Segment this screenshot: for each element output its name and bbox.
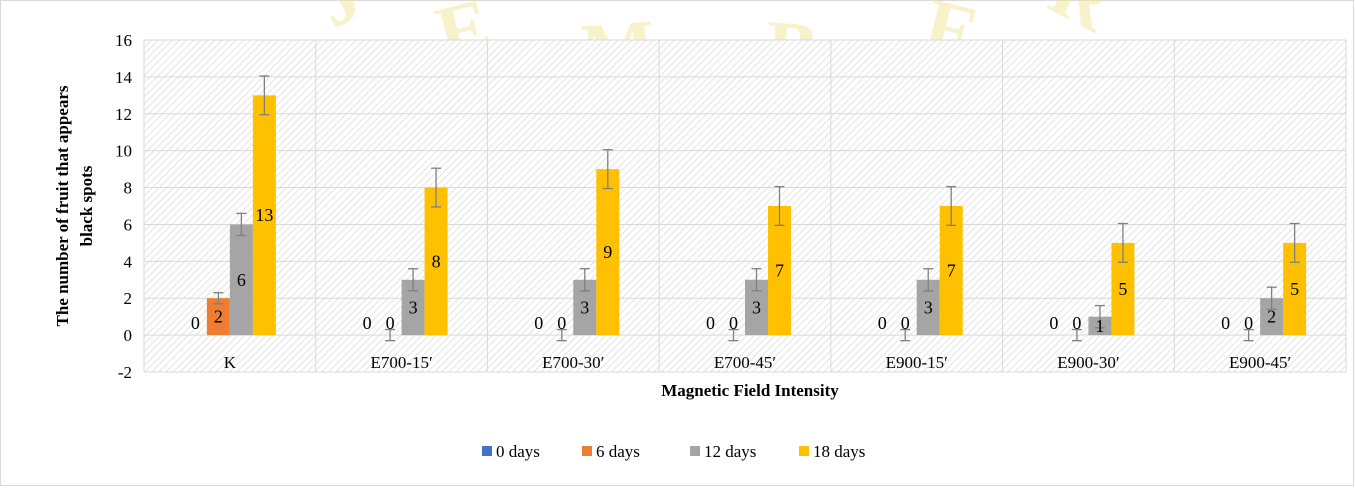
bar xyxy=(424,187,448,336)
data-label: 0 xyxy=(729,313,738,333)
legend-label: 6 days xyxy=(596,442,640,461)
data-label: 0 xyxy=(901,313,910,333)
data-label: 1 xyxy=(1095,316,1104,336)
y-axis-title-line: black spots xyxy=(77,165,96,246)
data-label: 0 xyxy=(1049,313,1058,333)
data-label: 0 xyxy=(191,313,200,333)
y-tick-label: 16 xyxy=(115,31,132,50)
x-tick-label: E900-30′ xyxy=(1057,353,1119,372)
data-label: 3 xyxy=(580,297,589,317)
bar xyxy=(1260,298,1284,336)
bar xyxy=(252,95,276,336)
y-axis-tick-labels: -2 0 2 4 6 8 10 12 14 16 xyxy=(115,31,133,382)
data-label: 2 xyxy=(1267,307,1276,327)
x-axis-category-labels: K E700-15′ E700-30′ E700-45′ E900-15′ E900-30… xyxy=(224,353,1292,372)
y-tick-label: 0 xyxy=(124,326,133,345)
data-label: 0 xyxy=(878,313,887,333)
data-label: 3 xyxy=(924,297,933,317)
error-bars xyxy=(213,75,1300,342)
legend-label: 12 days xyxy=(704,442,756,461)
data-label: 13 xyxy=(255,205,273,225)
bar xyxy=(596,169,620,336)
x-tick-label: K xyxy=(224,353,237,372)
data-label: 3 xyxy=(752,297,761,317)
data-label: 5 xyxy=(1290,279,1299,299)
y-tick-label: -2 xyxy=(118,363,132,382)
bar xyxy=(573,279,597,336)
bar xyxy=(401,279,425,336)
data-label: 0 xyxy=(1221,313,1230,333)
data-label: 2 xyxy=(214,307,223,327)
y-tick-label: 14 xyxy=(115,68,133,87)
y-axis-title-line: The number of fruit that appears xyxy=(53,85,72,326)
y-axis-title: The number of fruit that appears black sp… xyxy=(53,85,96,326)
x-tick-label: E700-30′ xyxy=(542,353,604,372)
legend-label: 0 days xyxy=(496,442,540,461)
y-tick-label: 6 xyxy=(124,215,133,234)
data-label: 0 xyxy=(557,313,566,333)
data-label: 0 xyxy=(1244,313,1253,333)
legend-swatch xyxy=(582,446,592,456)
legend-swatch xyxy=(482,446,492,456)
x-tick-label: E900-45′ xyxy=(1229,353,1291,372)
bar xyxy=(229,224,253,336)
y-tick-label: 8 xyxy=(124,179,133,198)
bar xyxy=(206,298,230,336)
y-tick-label: 2 xyxy=(124,289,133,308)
bar xyxy=(1111,242,1135,336)
data-label: 9 xyxy=(603,242,612,262)
x-axis-title: Magnetic Field Intensity xyxy=(661,381,839,400)
data-label: 5 xyxy=(1118,279,1127,299)
bar xyxy=(745,279,768,336)
data-label: 0 xyxy=(1072,313,1081,333)
data-label: 0 xyxy=(534,313,543,333)
legend-label: 18 days xyxy=(813,442,865,461)
bar xyxy=(939,206,963,336)
bar xyxy=(1283,242,1307,336)
data-label: 0 xyxy=(386,313,395,333)
data-label: 6 xyxy=(237,270,246,290)
data-label: 8 xyxy=(432,251,441,271)
y-tick-label: 12 xyxy=(115,105,132,124)
data-label: 7 xyxy=(947,261,956,281)
gridlines xyxy=(143,39,1347,373)
legend: 0 days 6 days 12 days 18 days xyxy=(482,442,865,461)
x-tick-label: E700-45′ xyxy=(714,353,776,372)
y-tick-label: 10 xyxy=(115,142,132,161)
bar xyxy=(768,206,791,336)
legend-swatch xyxy=(799,446,809,456)
data-label: 0 xyxy=(706,313,715,333)
x-tick-label: E900-15′ xyxy=(886,353,948,372)
y-tick-label: 4 xyxy=(124,252,133,271)
bar xyxy=(916,279,940,336)
data-label: 0 xyxy=(363,313,372,333)
x-tick-label: E700-15′ xyxy=(370,353,432,372)
legend-swatch xyxy=(690,446,700,456)
data-label: 3 xyxy=(409,297,418,317)
data-label: 7 xyxy=(775,261,784,281)
